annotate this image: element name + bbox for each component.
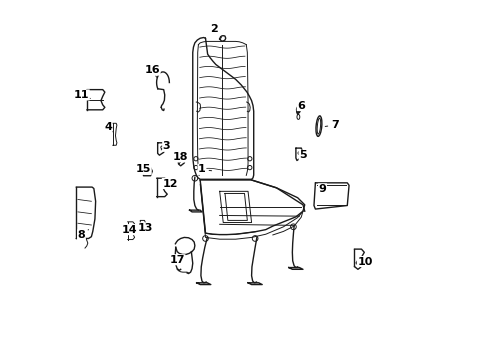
Text: 9: 9: [318, 184, 326, 194]
Text: 14: 14: [121, 225, 137, 235]
Text: 5: 5: [299, 148, 306, 160]
Text: 11: 11: [74, 90, 90, 100]
Text: 1: 1: [198, 165, 211, 174]
Text: 7: 7: [325, 120, 338, 130]
Text: 10: 10: [357, 257, 372, 266]
Text: 2: 2: [210, 24, 221, 38]
Text: 18: 18: [173, 152, 188, 162]
Text: 6: 6: [297, 100, 305, 113]
Text: 16: 16: [144, 65, 160, 77]
Text: 8: 8: [78, 230, 88, 240]
Text: 12: 12: [162, 179, 178, 189]
Text: 17: 17: [169, 255, 184, 265]
Text: 13: 13: [137, 223, 153, 233]
Text: 15: 15: [136, 165, 151, 174]
Text: 4: 4: [104, 122, 113, 132]
Text: 3: 3: [161, 141, 170, 151]
